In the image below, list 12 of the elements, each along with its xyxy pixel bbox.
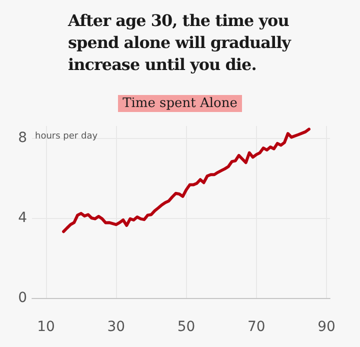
chart-subtitle: Time spent Alone xyxy=(118,95,242,112)
x-tick-label: 90 xyxy=(318,319,336,335)
y-tick-label: 4 xyxy=(18,210,28,226)
chart-title: After age 30, the time you spend alone will gradually increase until you die. xyxy=(66,10,292,76)
x-tick-label: 30 xyxy=(107,319,126,335)
x-tick-label: 50 xyxy=(177,319,196,335)
y-axis-title: hours per day xyxy=(35,132,98,142)
y-tick-label: 8 xyxy=(18,130,27,146)
x-tick-label: 10 xyxy=(37,319,55,335)
line-series xyxy=(62,128,310,234)
y-tick-label: 0 xyxy=(18,290,27,306)
x-tick-label: 70 xyxy=(247,319,266,335)
